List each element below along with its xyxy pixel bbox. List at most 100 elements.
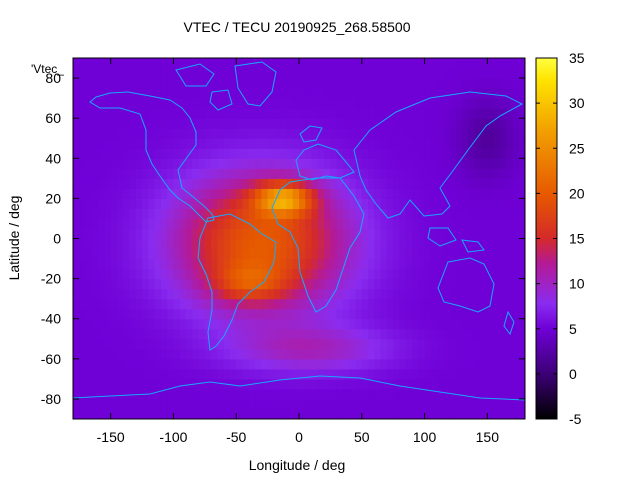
heatmap-cell [192, 248, 200, 260]
heatmap-cell [361, 68, 369, 79]
heatmap-cell [305, 298, 313, 310]
heatmap-cell [148, 398, 156, 410]
heatmap-cell [280, 248, 288, 260]
heatmap-cell [267, 198, 275, 210]
heatmap-cell [418, 378, 426, 390]
heatmap-cell [236, 198, 244, 210]
heatmap-cell [211, 198, 218, 210]
heatmap-cell [129, 158, 137, 169]
heatmap-cell [424, 208, 432, 220]
heatmap-cell [292, 208, 300, 220]
heatmap-cell [506, 248, 514, 260]
heatmap-cell [487, 238, 495, 250]
heatmap-cell [386, 138, 394, 149]
heatmap-cell [449, 248, 457, 260]
heatmap-cell [273, 128, 281, 139]
heatmap-cell [167, 138, 175, 149]
heatmap-cell [248, 338, 256, 350]
heatmap-cell [412, 238, 419, 250]
heatmap-cell [91, 228, 99, 240]
heatmap-cell [173, 378, 181, 390]
heatmap-cell [299, 228, 306, 240]
heatmap-cell [129, 378, 137, 390]
heatmap-cell [242, 128, 250, 139]
heatmap-cell [468, 108, 476, 119]
heatmap-cell [468, 218, 476, 230]
heatmap-cell [142, 148, 149, 159]
heatmap-cell [142, 278, 149, 290]
heatmap-cell [412, 168, 419, 179]
heatmap-cell [179, 68, 187, 79]
heatmap-cell [110, 218, 118, 230]
heatmap-cell [255, 218, 262, 230]
heatmap-cell [79, 148, 87, 159]
heatmap-cell [468, 138, 476, 149]
heatmap-cell [248, 188, 256, 199]
heatmap-cell [273, 58, 281, 69]
heatmap-cell [512, 398, 520, 410]
heatmap-cell [179, 268, 187, 280]
heatmap-cell [374, 208, 382, 220]
heatmap-cell [487, 68, 495, 79]
heatmap-cell [129, 298, 137, 310]
heatmap-cell [506, 78, 514, 89]
heatmap-cell [85, 288, 93, 300]
heatmap-cell [179, 238, 187, 250]
heatmap-cell [242, 308, 250, 320]
heatmap-cell [305, 228, 313, 240]
heatmap-cell [273, 108, 281, 119]
heatmap-cell [487, 108, 495, 119]
heatmap-cell [499, 58, 507, 69]
heatmap-cell [229, 208, 237, 220]
heatmap-cell [437, 348, 444, 360]
heatmap-cell [198, 208, 206, 220]
heatmap-cell [512, 338, 520, 350]
heatmap-cell [204, 98, 212, 109]
heatmap-cell [399, 178, 407, 189]
heatmap-cell [449, 88, 457, 99]
heatmap-cell [211, 138, 218, 149]
heatmap-cell [198, 238, 206, 250]
heatmap-cell [330, 398, 338, 410]
heatmap-cell [462, 118, 470, 129]
heatmap-cell [73, 68, 80, 79]
heatmap-cell [399, 98, 407, 109]
heatmap-cell [424, 88, 432, 99]
heatmap-cell [142, 198, 149, 210]
heatmap-cell [280, 178, 288, 189]
heatmap-cell [255, 158, 262, 169]
heatmap-cell [399, 368, 407, 380]
heatmap-cell [280, 338, 288, 350]
heatmap-cell [129, 348, 137, 360]
heatmap-cell [73, 298, 80, 310]
heatmap-cell [374, 388, 382, 400]
heatmap-cell [280, 398, 288, 410]
heatmap-cell [443, 218, 451, 230]
heatmap-cell [135, 268, 143, 280]
heatmap-cell [286, 368, 294, 380]
heatmap-cell [512, 228, 520, 240]
heatmap-cell [116, 178, 124, 189]
heatmap-cell [104, 198, 112, 210]
heatmap-cell [468, 408, 476, 419]
heatmap-cell [248, 198, 256, 210]
heatmap-cell [412, 118, 419, 129]
heatmap-cell [91, 88, 99, 99]
heatmap-cell [405, 278, 413, 290]
heatmap-cell [229, 108, 237, 119]
heatmap-cell [229, 188, 237, 199]
heatmap-cell [368, 178, 375, 189]
heatmap-cell [204, 88, 212, 99]
heatmap-cell [116, 168, 124, 179]
heatmap-cell [167, 348, 175, 360]
heatmap-cell [273, 138, 281, 149]
heatmap-cell [368, 328, 375, 340]
heatmap-cell [242, 338, 250, 350]
heatmap-cell [217, 148, 225, 159]
heatmap-cell [91, 188, 99, 199]
heatmap-cell [179, 288, 187, 300]
heatmap-cell [437, 68, 444, 79]
heatmap-cell [160, 208, 168, 220]
heatmap-cell [305, 278, 313, 290]
heatmap-cell [104, 138, 112, 149]
